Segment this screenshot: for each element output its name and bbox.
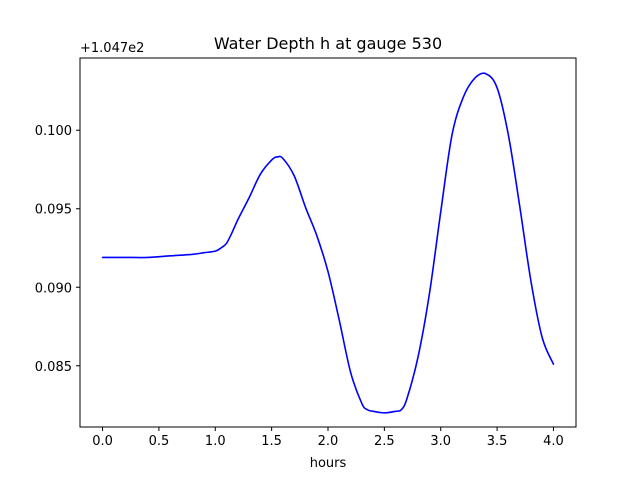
x-axis-label: hours bbox=[310, 456, 347, 471]
y-tick-label: 0.100 bbox=[35, 124, 72, 139]
y-axis-ticks: 0.085 0.090 0.095 0.100 bbox=[35, 124, 80, 375]
x-tick-label: 1.5 bbox=[261, 434, 282, 449]
y-tick-label: 0.095 bbox=[35, 203, 72, 218]
x-tick-label: 2.0 bbox=[318, 434, 339, 449]
series-layer bbox=[101, 72, 555, 414]
x-tick-label: 0.0 bbox=[92, 434, 113, 449]
x-tick-label: 3.0 bbox=[430, 434, 451, 449]
x-tick-label: 2.5 bbox=[374, 434, 395, 449]
x-axis-ticks: 0.0 0.5 1.0 1.5 2.0 2.5 3.0 3.5 4.0 bbox=[92, 427, 564, 449]
chart-title: Water Depth h at gauge 530 bbox=[214, 34, 442, 53]
y-axis-offset-label: +1.047e2 bbox=[80, 41, 144, 56]
series-line bbox=[101, 72, 555, 414]
y-tick-label: 0.090 bbox=[35, 281, 72, 296]
x-tick-label: 3.5 bbox=[487, 434, 508, 449]
x-tick-label: 4.0 bbox=[543, 434, 564, 449]
plot-area bbox=[79, 57, 577, 428]
x-tick-label: 1.0 bbox=[205, 434, 226, 449]
y-tick-label: 0.085 bbox=[35, 360, 72, 375]
x-tick-label: 0.5 bbox=[149, 434, 170, 449]
